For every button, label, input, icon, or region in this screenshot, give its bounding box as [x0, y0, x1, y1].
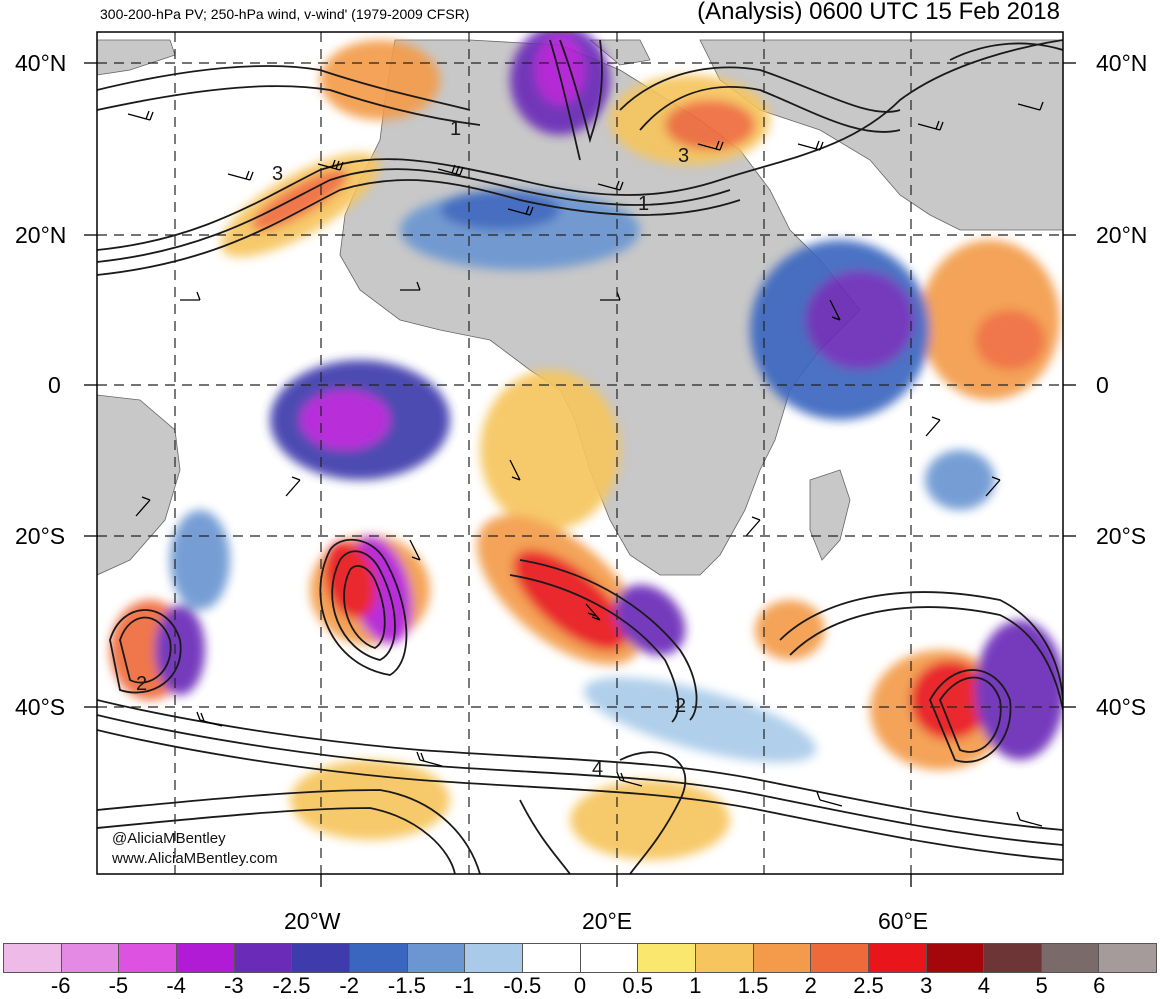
pv-shading [110, 32, 1063, 860]
colorbar-swatch [811, 944, 869, 972]
contour-label: 1 [450, 118, 461, 140]
contour-label: 3 [678, 145, 689, 167]
graticule [97, 32, 1063, 874]
map-title: (Analysis) 0600 UTC 15 Feb 2018 [697, 0, 1060, 25]
contour-label: 2 [675, 695, 686, 717]
colorbar-swatch [61, 944, 120, 972]
colorbar-tick-label: -0.5 [503, 973, 542, 998]
colorbar-swatch [119, 944, 177, 972]
colorbar-tick-label: 6 [1093, 973, 1106, 998]
lat-label-right: 20°S [1096, 523, 1147, 549]
colorbar-tick-label: 2.5 [853, 973, 884, 998]
colorbar-tick-label: 1 [689, 973, 702, 998]
credit-handle: @AliciaMBentley [112, 830, 226, 847]
colorbar-swatch [465, 944, 523, 972]
colorbar-tick-label: -1.5 [387, 973, 426, 998]
colorbar-swatch [407, 944, 466, 972]
colorbar-tick-label: 2 [804, 973, 817, 998]
wind-barbs [127, 101, 1044, 827]
colorbar-swatch [292, 944, 350, 972]
contour-labels: 3 1 3 1 2 2 4 [136, 118, 689, 780]
lon-label: 60°E [878, 908, 929, 934]
colorbar-tick-label: -4 [166, 973, 186, 998]
contour-label: 4 [592, 758, 603, 780]
colorbar-tick-label: 0.5 [622, 973, 653, 998]
lat-label-right: 40°S [1096, 694, 1147, 720]
map-panel: 3 1 3 1 2 2 4 [84, 31, 1076, 887]
colorbar-swatch [4, 944, 62, 972]
lat-label-right: 40°N [1096, 50, 1148, 76]
colorbar-swatch [522, 944, 581, 972]
contour-label: 1 [638, 193, 649, 215]
colorbar-swatch [1099, 944, 1157, 972]
colorbar-swatch [926, 944, 985, 972]
colorbar-swatch [984, 944, 1042, 972]
lat-label-left: 40°S [15, 694, 66, 720]
map-subtitle: 300-200-hPa PV; 250-hPa wind, v-wind' (1… [100, 6, 470, 22]
lat-label-right: 20°N [1096, 222, 1148, 248]
contour-label: 2 [136, 673, 147, 695]
map-frame [96, 31, 1064, 875]
axis-ticks [84, 62, 1076, 887]
colorbar-swatch [1041, 944, 1100, 972]
colorbar-swatch [349, 944, 408, 972]
colorbar-swatch [753, 944, 812, 972]
lon-label: 20°W [284, 908, 341, 934]
colorbar-tick-label: -6 [50, 973, 71, 998]
lat-label-left: 20°N [15, 222, 67, 248]
colorbar-tick-label: -2 [339, 973, 359, 998]
credit-url: www.AliciaMBentley.com [112, 850, 278, 867]
lon-label: 20°E [582, 908, 633, 934]
colorbar-swatch [176, 944, 235, 972]
colorbar-tick-label: 0 [573, 973, 587, 998]
colorbar-tick-label: 5 [1035, 973, 1048, 998]
land-masses [97, 39, 1063, 576]
contour-label: 3 [272, 163, 283, 185]
colorbar-swatch [638, 944, 696, 972]
colorbar-tick-label: -2.5 [272, 973, 311, 998]
colorbar-swatch [234, 944, 293, 972]
lat-label-left: 20°S [15, 523, 66, 549]
colorbar-tick-label: -1 [454, 973, 475, 998]
colorbar-tick-label: 4 [977, 973, 991, 998]
colorbar-tick-label: 3 [920, 973, 933, 998]
lat-label-left: 40°N [15, 50, 67, 76]
colorbar-swatch [868, 944, 927, 972]
pv-contours [97, 39, 1063, 874]
lat-label-left: 0 [48, 372, 61, 398]
colorbar-tick-label: -5 [108, 973, 129, 998]
colorbar-tick-label: -3 [224, 973, 244, 998]
colorbar-swatch [580, 944, 639, 972]
colorbar-swatch [695, 944, 754, 972]
colorbar [3, 943, 1157, 973]
colorbar-tick-label: 1.5 [737, 973, 769, 998]
lat-label-right: 0 [1096, 372, 1109, 398]
